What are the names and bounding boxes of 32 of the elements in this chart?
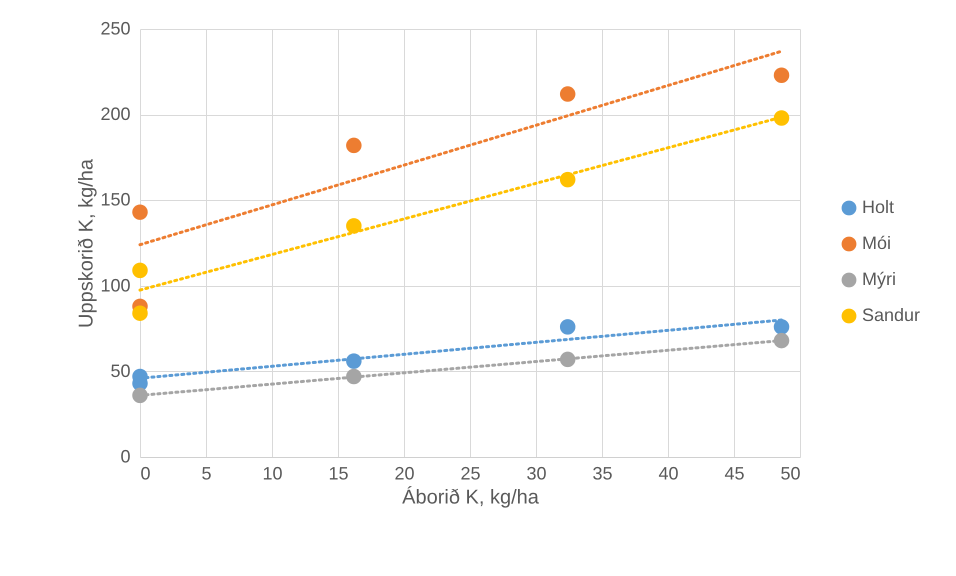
legend-label: Holt	[862, 197, 894, 217]
point	[774, 67, 790, 83]
x-tick-label: 5	[201, 464, 212, 484]
y-tick-label: 250	[100, 18, 130, 38]
point	[132, 204, 148, 220]
point	[560, 319, 576, 335]
x-tick-label: 20	[394, 464, 415, 484]
point	[132, 305, 148, 321]
x-tick-label: 50	[780, 464, 800, 484]
x-tick-label: 35	[592, 464, 613, 484]
y-axis-title: Uppskorið K, kg/ha	[75, 158, 98, 328]
y-tick-label: 200	[100, 104, 130, 124]
y-tick-label: 0	[120, 446, 130, 466]
legend-label: Mói	[862, 233, 892, 253]
y-tick-label: 50	[110, 360, 130, 381]
x-tick-label: 10	[262, 464, 283, 484]
y-tick-label: 150	[100, 190, 130, 210]
legend-label: Sandur	[862, 305, 920, 325]
x-tick-label: 45	[724, 464, 745, 484]
x-tick-label: 25	[460, 464, 481, 484]
y-tick-label: 100	[100, 275, 130, 296]
x-axis-title: Áborið K, kg/ha	[402, 486, 540, 508]
x-tick-label: 40	[658, 464, 679, 484]
x-tick-label: 30	[526, 464, 547, 484]
point	[346, 138, 362, 154]
x-tick-label: 15	[328, 464, 349, 484]
point	[346, 218, 362, 234]
legend-label: Mýri	[862, 269, 896, 289]
point	[132, 262, 148, 278]
point	[774, 110, 790, 126]
x-tick-label: 0	[140, 464, 151, 484]
point	[560, 86, 576, 102]
